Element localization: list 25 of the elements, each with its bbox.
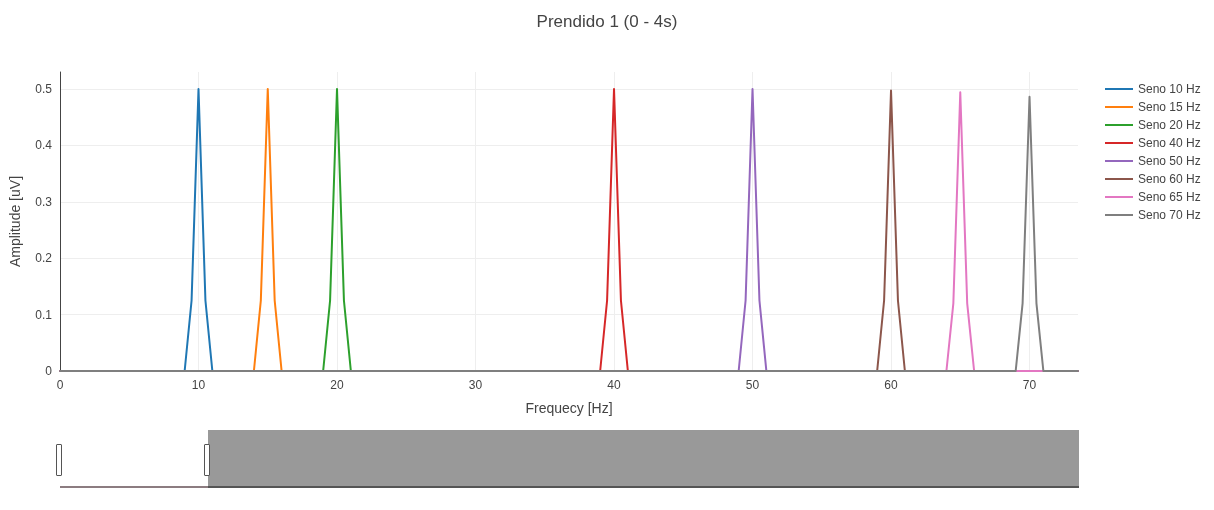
x-tick-label: 40 — [607, 378, 622, 392]
x-axis-title: Frequecy [Hz] — [525, 400, 613, 416]
x-tick-label: 10 — [191, 378, 206, 392]
y-tick-label: 0.5 — [35, 81, 53, 96]
y-tick-label: 0.2 — [35, 251, 53, 266]
chart-title: Prendido 1 (0 - 4s) — [536, 12, 678, 31]
x-tick-label: 50 — [745, 378, 760, 392]
legend-label: Seno 50 Hz — [1138, 154, 1201, 168]
legend-label: Seno 70 Hz — [1138, 208, 1201, 222]
legend-label: Seno 20 Hz — [1138, 118, 1201, 132]
x-tick-label: 60 — [884, 378, 899, 392]
y-tick-label: 0.1 — [35, 307, 53, 322]
x-tick-label: 70 — [1022, 378, 1037, 392]
legend-label: Seno 60 Hz — [1138, 172, 1201, 186]
legend-label: Seno 15 Hz — [1138, 100, 1201, 114]
y-tick-label: 0 — [45, 364, 53, 378]
x-tick-label: 20 — [330, 378, 344, 392]
legend-label: Seno 40 Hz — [1138, 136, 1201, 150]
x-tick-label: 0 — [56, 378, 64, 392]
y-axis-title: Amplitude [uV] — [7, 175, 23, 268]
y-tick-label: 0.3 — [35, 194, 53, 209]
x-tick-label: 30 — [468, 378, 483, 392]
y-tick-label: 0.4 — [35, 138, 53, 153]
legend-label: Seno 65 Hz — [1138, 190, 1201, 204]
legend-label: Seno 10 Hz — [1138, 82, 1201, 96]
